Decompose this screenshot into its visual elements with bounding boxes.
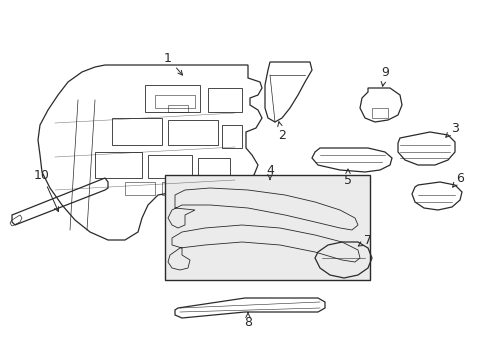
Text: 8: 8 [244, 312, 251, 328]
Text: 7: 7 [358, 234, 371, 247]
Text: 5: 5 [343, 169, 351, 186]
Text: 2: 2 [277, 122, 285, 141]
Text: 10: 10 [34, 168, 59, 211]
Text: 3: 3 [445, 122, 458, 137]
Text: 6: 6 [452, 171, 463, 187]
Text: 9: 9 [380, 66, 388, 86]
Text: 1: 1 [164, 51, 182, 75]
Bar [164, 175, 369, 280]
Text: 4: 4 [265, 163, 273, 179]
